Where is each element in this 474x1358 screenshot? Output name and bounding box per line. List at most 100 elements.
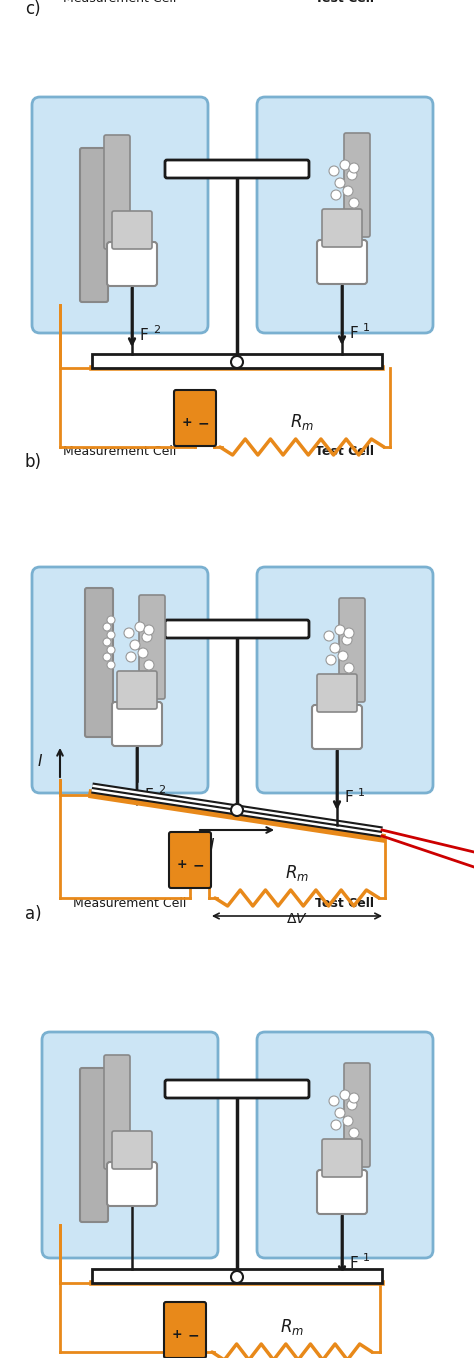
Circle shape: [347, 170, 357, 181]
Circle shape: [103, 653, 111, 661]
Text: $\Delta V$: $\Delta V$: [286, 913, 308, 926]
Bar: [92, 354, 382, 368]
Circle shape: [324, 631, 334, 641]
Circle shape: [126, 652, 136, 661]
Circle shape: [231, 1271, 243, 1283]
Text: F: F: [145, 788, 154, 803]
Circle shape: [335, 178, 345, 187]
FancyBboxPatch shape: [169, 832, 211, 888]
FancyBboxPatch shape: [174, 390, 216, 445]
Text: b): b): [25, 454, 42, 471]
FancyBboxPatch shape: [339, 598, 365, 702]
Text: $R_m$: $R_m$: [280, 1317, 304, 1338]
Text: F: F: [350, 1256, 359, 1271]
FancyBboxPatch shape: [165, 1080, 309, 1099]
FancyBboxPatch shape: [165, 621, 309, 638]
Text: Test Cell: Test Cell: [316, 0, 374, 5]
FancyBboxPatch shape: [32, 96, 208, 333]
Text: +: +: [172, 1328, 182, 1342]
Circle shape: [335, 625, 345, 636]
Text: −: −: [192, 858, 204, 872]
Circle shape: [344, 663, 354, 674]
Circle shape: [349, 1128, 359, 1138]
Circle shape: [144, 660, 154, 669]
Text: 2: 2: [158, 785, 165, 794]
Circle shape: [135, 622, 145, 631]
FancyBboxPatch shape: [104, 1055, 130, 1169]
Text: I: I: [210, 838, 214, 853]
Text: Measurement Cell: Measurement Cell: [64, 0, 177, 5]
FancyBboxPatch shape: [139, 595, 165, 699]
Text: F: F: [345, 790, 354, 805]
Text: Measurement Cell: Measurement Cell: [64, 445, 177, 458]
Circle shape: [231, 804, 243, 816]
Circle shape: [326, 655, 336, 665]
Text: F: F: [350, 326, 359, 341]
Circle shape: [343, 1116, 353, 1126]
FancyBboxPatch shape: [164, 1302, 206, 1358]
FancyBboxPatch shape: [112, 1131, 152, 1169]
Text: $R_m$: $R_m$: [285, 862, 309, 883]
Circle shape: [107, 617, 115, 623]
Circle shape: [329, 1096, 339, 1105]
FancyBboxPatch shape: [257, 1032, 433, 1258]
Circle shape: [335, 1108, 345, 1118]
FancyBboxPatch shape: [104, 134, 130, 249]
Circle shape: [107, 661, 115, 669]
Text: 2: 2: [153, 325, 160, 335]
FancyBboxPatch shape: [85, 588, 113, 737]
Text: Test Cell: Test Cell: [316, 898, 374, 910]
FancyBboxPatch shape: [117, 671, 157, 709]
FancyBboxPatch shape: [257, 568, 433, 793]
Circle shape: [103, 638, 111, 646]
FancyBboxPatch shape: [344, 1063, 370, 1167]
Text: 1: 1: [363, 1253, 370, 1263]
FancyBboxPatch shape: [165, 160, 309, 178]
Circle shape: [231, 356, 243, 368]
FancyBboxPatch shape: [322, 1139, 362, 1177]
Circle shape: [344, 627, 354, 638]
Circle shape: [103, 623, 111, 631]
FancyBboxPatch shape: [112, 210, 152, 249]
Circle shape: [130, 640, 140, 650]
Text: a): a): [25, 904, 42, 923]
Text: +: +: [177, 858, 187, 872]
Circle shape: [349, 1093, 359, 1103]
Circle shape: [349, 163, 359, 172]
Circle shape: [124, 627, 134, 638]
FancyBboxPatch shape: [317, 1171, 367, 1214]
Text: −: −: [197, 416, 209, 430]
FancyBboxPatch shape: [344, 133, 370, 238]
Circle shape: [349, 198, 359, 208]
Text: F: F: [140, 327, 149, 342]
Circle shape: [340, 160, 350, 170]
Circle shape: [329, 166, 339, 177]
Text: I: I: [37, 755, 42, 770]
FancyBboxPatch shape: [317, 674, 357, 712]
FancyBboxPatch shape: [312, 705, 362, 750]
FancyBboxPatch shape: [107, 1162, 157, 1206]
FancyBboxPatch shape: [107, 242, 157, 287]
FancyBboxPatch shape: [322, 209, 362, 247]
Circle shape: [331, 1120, 341, 1130]
Circle shape: [107, 646, 115, 655]
Text: c): c): [25, 0, 41, 18]
Circle shape: [330, 642, 340, 653]
Text: 1: 1: [358, 788, 365, 799]
FancyBboxPatch shape: [80, 148, 108, 301]
Bar: [92, 1268, 382, 1283]
Circle shape: [342, 636, 352, 645]
Circle shape: [338, 650, 348, 661]
FancyBboxPatch shape: [112, 702, 162, 746]
Circle shape: [107, 631, 115, 640]
Circle shape: [343, 186, 353, 196]
Circle shape: [138, 648, 148, 659]
FancyBboxPatch shape: [317, 240, 367, 284]
Text: +: +: [182, 417, 192, 429]
Text: Measurement Cell: Measurement Cell: [73, 898, 187, 910]
Text: Test Cell: Test Cell: [316, 445, 374, 458]
Text: −: −: [187, 1328, 199, 1342]
FancyBboxPatch shape: [257, 96, 433, 333]
Circle shape: [340, 1090, 350, 1100]
Circle shape: [144, 625, 154, 636]
